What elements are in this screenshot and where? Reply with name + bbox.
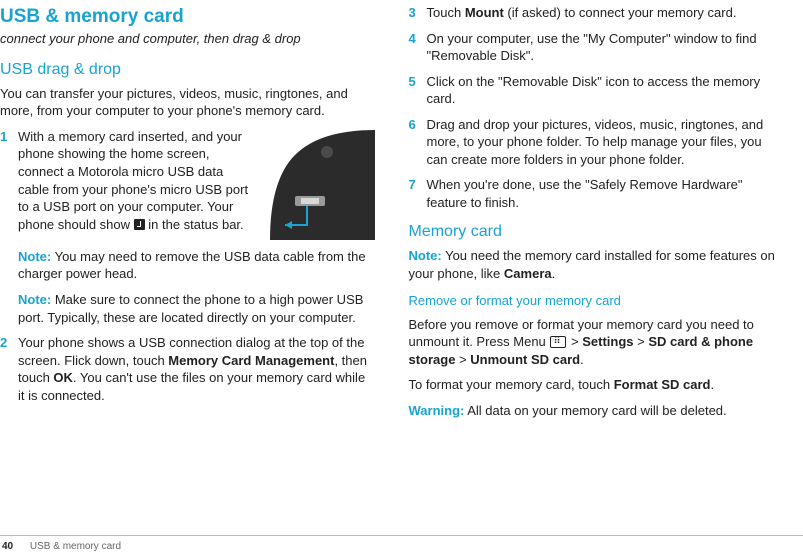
- format-b: Format SD card: [614, 377, 711, 392]
- page-title: USB & memory card: [0, 4, 375, 30]
- step-number: 4: [409, 30, 416, 48]
- step-4-text: On your computer, use the "My Computer" …: [427, 31, 757, 64]
- note-label: Note:: [18, 249, 51, 264]
- format-text: To format your memory card, touch Format…: [409, 376, 784, 394]
- page-number: 40: [2, 541, 13, 552]
- step-number: 5: [409, 73, 416, 91]
- subheading-remove-format: Remove or format your memory card: [409, 292, 784, 310]
- note-1: Note: You may need to remove the USB dat…: [0, 248, 375, 283]
- step-3: 3 Touch Mount (if asked) to connect your…: [409, 4, 784, 22]
- step-4: 4 On your computer, use the "My Computer…: [409, 30, 784, 65]
- footer-section: USB & memory card: [30, 541, 121, 552]
- menu-icon: [550, 336, 566, 348]
- step-number: 6: [409, 116, 416, 134]
- note-2: Note: Make sure to connect the phone to …: [0, 291, 375, 326]
- mc-note-a: You need the memory card installed for s…: [409, 248, 775, 281]
- step-6-text: Drag and drop your pictures, videos, mus…: [427, 117, 764, 167]
- format-a: To format your memory card, touch: [409, 377, 614, 392]
- step-1-text-b: in the status bar.: [145, 217, 244, 232]
- steps-list-right: 3 Touch Mount (if asked) to connect your…: [409, 4, 784, 211]
- steps-list-left: 1 With a memory card inserted, and your …: [0, 128, 375, 240]
- step-2-b: Memory Card Management: [168, 353, 334, 368]
- step-2-d: OK: [53, 370, 73, 385]
- rf-c: Settings: [582, 334, 633, 349]
- step-number: 2: [0, 334, 7, 352]
- rf-h: .: [580, 352, 584, 367]
- usb-status-icon: [134, 219, 145, 230]
- step-7-text: When you're done, use the "Safely Remove…: [427, 177, 743, 210]
- rf-g: Unmount SD card: [470, 352, 580, 367]
- page-content: USB & memory card connect your phone and…: [0, 0, 803, 427]
- rf-f: >: [455, 352, 470, 367]
- step-6: 6 Drag and drop your pictures, videos, m…: [409, 116, 784, 169]
- phone-usb-illustration: [265, 130, 375, 240]
- step-7: 7 When you're done, use the "Safely Remo…: [409, 176, 784, 211]
- rf-d: >: [634, 334, 649, 349]
- right-column: 3 Touch Mount (if asked) to connect your…: [409, 4, 784, 427]
- page-footer: 40 USB & memory card: [0, 535, 803, 554]
- step-5-text: Click on the "Removable Disk" icon to ac…: [427, 74, 761, 107]
- remove-format-text: Before you remove or format your memory …: [409, 316, 784, 369]
- intro-text: You can transfer your pictures, videos, …: [0, 85, 375, 120]
- warning-label: Warning:: [409, 403, 465, 418]
- steps-list-left-2: 2 Your phone shows a USB connection dial…: [0, 334, 375, 404]
- note-label: Note:: [409, 248, 442, 263]
- note-1-text: You may need to remove the USB data cabl…: [18, 249, 366, 282]
- warning-text: Warning: All data on your memory card wi…: [409, 402, 784, 420]
- step-number: 1: [0, 128, 7, 146]
- step-number: 3: [409, 4, 416, 22]
- note-label: Note:: [18, 292, 51, 307]
- step-3-a: Touch: [427, 5, 465, 20]
- note-2-text: Make sure to connect the phone to a high…: [18, 292, 363, 325]
- step-3-b: Mount: [465, 5, 504, 20]
- mc-note-c: .: [552, 266, 556, 281]
- section-usb-heading: USB drag & drop: [0, 59, 375, 81]
- step-1: 1 With a memory card inserted, and your …: [0, 128, 375, 240]
- step-2: 2 Your phone shows a USB connection dial…: [0, 334, 375, 404]
- memory-note: Note: You need the memory card installed…: [409, 247, 784, 282]
- section-memory-heading: Memory card: [409, 221, 784, 243]
- step-5: 5 Click on the "Removable Disk" icon to …: [409, 73, 784, 108]
- step-3-c: (if asked) to connect your memory card.: [504, 5, 737, 20]
- step-number: 7: [409, 176, 416, 194]
- page-subtitle: connect your phone and computer, then dr…: [0, 30, 375, 48]
- left-column: USB & memory card connect your phone and…: [0, 4, 375, 427]
- warn-body: All data on your memory card will be del…: [464, 403, 726, 418]
- mc-note-b: Camera: [504, 266, 552, 281]
- format-c: .: [711, 377, 715, 392]
- rf-b: >: [567, 334, 582, 349]
